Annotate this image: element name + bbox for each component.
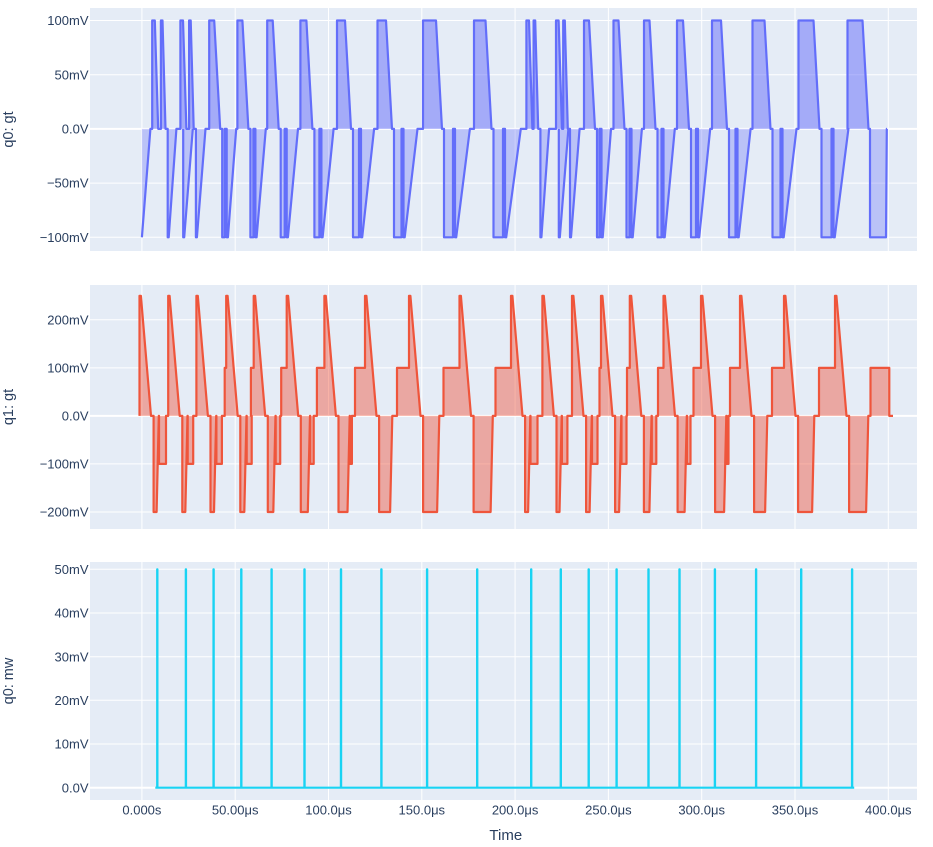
svg-text:200.0μs: 200.0μs: [492, 803, 539, 818]
svg-text:100mV: 100mV: [47, 13, 89, 28]
svg-text:0.000s: 0.000s: [122, 803, 162, 818]
svg-text:20mV: 20mV: [55, 693, 89, 708]
svg-text:50mV: 50mV: [55, 562, 89, 577]
svg-text:30mV: 30mV: [55, 649, 89, 664]
svg-text:50mV: 50mV: [55, 67, 89, 82]
svg-text:150.0μs: 150.0μs: [399, 803, 446, 818]
svg-text:q1: gt: q1: gt: [1, 389, 17, 425]
svg-text:50.00μs: 50.00μs: [212, 803, 259, 818]
svg-text:400.0μs: 400.0μs: [865, 803, 912, 818]
svg-text:100.0μs: 100.0μs: [305, 803, 352, 818]
svg-text:300.0μs: 300.0μs: [678, 803, 725, 818]
svg-text:0.0V: 0.0V: [62, 122, 89, 137]
svg-text:350.0μs: 350.0μs: [772, 803, 819, 818]
svg-text:0.0V: 0.0V: [62, 780, 89, 795]
svg-text:−100mV: −100mV: [40, 457, 89, 472]
svg-text:40mV: 40mV: [55, 606, 89, 621]
svg-text:−100mV: −100mV: [40, 230, 89, 245]
svg-text:0.0V: 0.0V: [62, 409, 89, 424]
svg-text:10mV: 10mV: [55, 737, 89, 752]
svg-text:−200mV: −200mV: [40, 505, 89, 520]
svg-text:q0: gt: q0: gt: [1, 111, 17, 147]
svg-text:−50mV: −50mV: [47, 176, 89, 191]
svg-text:100mV: 100mV: [47, 361, 89, 376]
svg-text:Time: Time: [489, 827, 522, 844]
svg-text:200mV: 200mV: [47, 312, 89, 327]
svg-text:q0: mw: q0: mw: [1, 657, 17, 704]
svg-text:250.0μs: 250.0μs: [585, 803, 632, 818]
